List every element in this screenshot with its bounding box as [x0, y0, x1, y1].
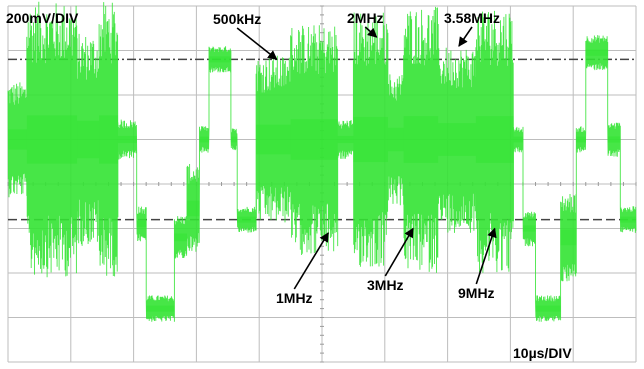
signal-band — [186, 200, 200, 217]
annotation-arrow — [364, 26, 378, 38]
signal-band — [337, 135, 354, 144]
signal-band — [438, 123, 476, 156]
signal-band — [199, 136, 209, 143]
signal-band — [576, 136, 586, 143]
signal-band — [230, 136, 238, 143]
signal-band — [560, 229, 577, 246]
annotation-label-500khz: 500kHz — [213, 11, 261, 27]
annotation-label-3-58mhz: 3.58MHz — [444, 10, 500, 26]
signal-band — [174, 233, 187, 242]
signal-band — [535, 305, 561, 312]
signal-band — [585, 49, 608, 56]
signal-band — [353, 116, 388, 163]
annotation-label-1mhz: 1MHz — [276, 290, 313, 306]
annotation-arrows — [236, 26, 497, 290]
signal-band — [136, 220, 147, 228]
signal-band — [77, 120, 100, 159]
signal-band — [256, 124, 291, 155]
annotation-label-3mhz: 3MHz — [367, 277, 404, 293]
annotation-arrow — [458, 26, 473, 47]
signal-band — [513, 136, 523, 143]
signal-band — [290, 119, 338, 160]
signal-band — [475, 116, 514, 163]
signal-band — [403, 116, 439, 163]
annotation-label-9mhz: 9MHz — [458, 285, 495, 301]
signal-band — [117, 135, 137, 144]
horizontal-scale-label: 10µs/DIV — [513, 345, 572, 361]
signal-trace — [7, 1, 637, 322]
signal-band — [99, 115, 118, 164]
signal-band — [620, 216, 636, 223]
signal-band — [146, 305, 175, 312]
signal-band — [387, 127, 404, 152]
annotation-label-2mhz: 2MHz — [347, 10, 384, 26]
signal-band — [26, 115, 78, 164]
annotation-arrow — [475, 227, 497, 285]
annotation-arrow — [236, 27, 278, 61]
signal-band — [522, 225, 536, 232]
signal-band — [237, 216, 257, 223]
signal-band — [8, 129, 27, 150]
annotation-arrow — [293, 232, 329, 290]
vertical-scale-label: 200mV/DIV — [6, 10, 79, 26]
annotation-arrow — [384, 227, 414, 277]
signal-band — [607, 136, 621, 143]
signal-band — [208, 56, 231, 63]
